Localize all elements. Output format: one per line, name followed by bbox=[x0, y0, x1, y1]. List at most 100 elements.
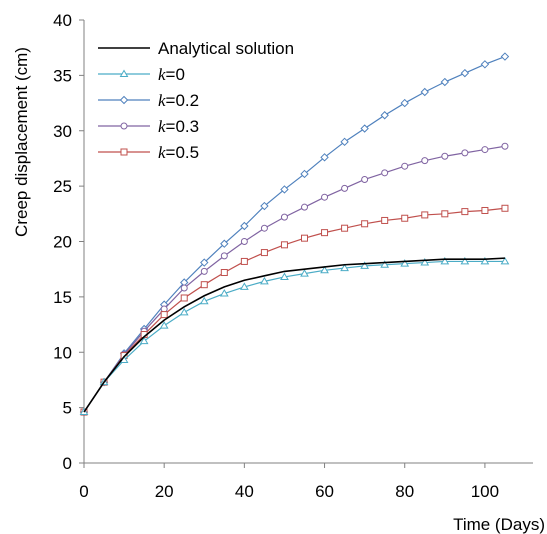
data-point bbox=[200, 267, 208, 275]
series-line bbox=[83, 260, 505, 413]
data-point bbox=[381, 169, 389, 177]
data-point bbox=[441, 152, 449, 160]
legend-entry: Analytical solution bbox=[98, 39, 294, 58]
y-tick-label: 5 bbox=[63, 399, 72, 418]
y-axis-title: Creep displacement (cm) bbox=[12, 47, 31, 237]
legend-label: k=0.3 bbox=[158, 117, 199, 136]
legend-value: =0.5 bbox=[166, 143, 200, 162]
data-point bbox=[180, 284, 188, 292]
data-point bbox=[260, 201, 269, 211]
data-point bbox=[500, 256, 510, 265]
data-point bbox=[200, 281, 208, 289]
data-point bbox=[420, 258, 430, 266]
data-point bbox=[280, 272, 289, 280]
legend-label: k=0 bbox=[158, 65, 185, 84]
data-point bbox=[360, 261, 370, 269]
data-point bbox=[461, 208, 469, 216]
axes bbox=[83, 20, 533, 464]
data-point bbox=[441, 210, 449, 218]
legend-gap bbox=[238, 40, 250, 70]
data-point bbox=[301, 203, 308, 211]
legend-label: Analytical solution bbox=[158, 39, 294, 58]
data-point bbox=[199, 296, 209, 305]
data-point bbox=[381, 216, 389, 224]
legend-label: k=0.2 bbox=[158, 91, 199, 110]
data-point bbox=[340, 263, 349, 272]
data-point bbox=[401, 162, 409, 170]
data-point bbox=[500, 52, 510, 61]
data-point bbox=[239, 282, 249, 290]
legend-symbol: k bbox=[158, 143, 166, 162]
series-line bbox=[83, 257, 505, 413]
data-point bbox=[320, 153, 329, 162]
data-point bbox=[321, 193, 329, 201]
data-point bbox=[300, 269, 309, 277]
data-point bbox=[260, 276, 269, 285]
data-point bbox=[401, 214, 409, 222]
legend-value: =0 bbox=[166, 65, 185, 84]
data-point bbox=[460, 256, 470, 265]
data-point bbox=[301, 234, 308, 242]
legend-symbol: k bbox=[158, 117, 166, 136]
data-point bbox=[280, 213, 288, 221]
data-point bbox=[240, 257, 248, 265]
data-point bbox=[219, 289, 229, 297]
data-point bbox=[300, 169, 309, 179]
data-point bbox=[220, 239, 229, 248]
data-point bbox=[380, 111, 389, 120]
data-point bbox=[180, 294, 188, 302]
legend-entry: k=0.3 bbox=[98, 117, 199, 136]
data-point bbox=[421, 157, 429, 165]
x-tick-label: 40 bbox=[235, 482, 254, 501]
data-point bbox=[320, 265, 329, 274]
series-line bbox=[83, 145, 506, 413]
legend-entry: k=0 bbox=[98, 65, 185, 84]
legend-value: =0.2 bbox=[166, 91, 200, 110]
series-k-0-5 bbox=[80, 204, 509, 416]
data-point bbox=[220, 269, 228, 277]
data-point bbox=[361, 220, 369, 228]
data-point bbox=[360, 124, 369, 133]
data-point bbox=[400, 259, 410, 267]
y-tick-label: 10 bbox=[53, 343, 72, 362]
data-point bbox=[481, 206, 489, 214]
legend-swatch-marker bbox=[119, 69, 129, 77]
data-point bbox=[179, 307, 189, 316]
y-tick-label: 0 bbox=[63, 454, 72, 473]
data-point bbox=[361, 175, 369, 183]
legend-value: =0.3 bbox=[166, 117, 200, 136]
data-point bbox=[240, 238, 248, 245]
y-tick-label: 25 bbox=[53, 177, 72, 196]
data-point bbox=[501, 204, 509, 212]
legend-swatch-marker bbox=[119, 95, 129, 105]
series-k-0 bbox=[79, 256, 510, 416]
y-tick-label: 30 bbox=[53, 122, 72, 141]
legend-symbol: k bbox=[158, 65, 166, 84]
data-point bbox=[461, 149, 469, 157]
data-point bbox=[220, 252, 228, 260]
data-point bbox=[400, 98, 409, 108]
legend-entry: k=0.5 bbox=[98, 143, 199, 162]
data-point bbox=[501, 142, 509, 150]
data-point bbox=[200, 258, 209, 267]
data-point bbox=[139, 336, 149, 345]
data-point bbox=[280, 241, 288, 249]
legend-label: k=0.5 bbox=[158, 143, 199, 162]
y-tick-label: 40 bbox=[53, 11, 72, 30]
series-line bbox=[83, 55, 506, 413]
y-tick-label: 15 bbox=[53, 288, 72, 307]
data-point bbox=[341, 184, 349, 192]
series-k-0-2 bbox=[79, 52, 510, 417]
x-tick-label: 100 bbox=[471, 482, 499, 501]
legend-swatch-marker bbox=[120, 122, 128, 130]
series-analytical-solution bbox=[83, 257, 505, 413]
data-point bbox=[159, 321, 169, 329]
y-tick-label: 35 bbox=[53, 66, 72, 85]
data-point bbox=[280, 185, 289, 194]
data-point bbox=[260, 224, 268, 232]
legend-entry: k=0.2 bbox=[98, 91, 199, 110]
x-axis-title: Time (Days) bbox=[453, 515, 545, 534]
data-point bbox=[380, 260, 390, 268]
legend-swatch-marker bbox=[120, 148, 128, 156]
data-point bbox=[341, 224, 349, 232]
